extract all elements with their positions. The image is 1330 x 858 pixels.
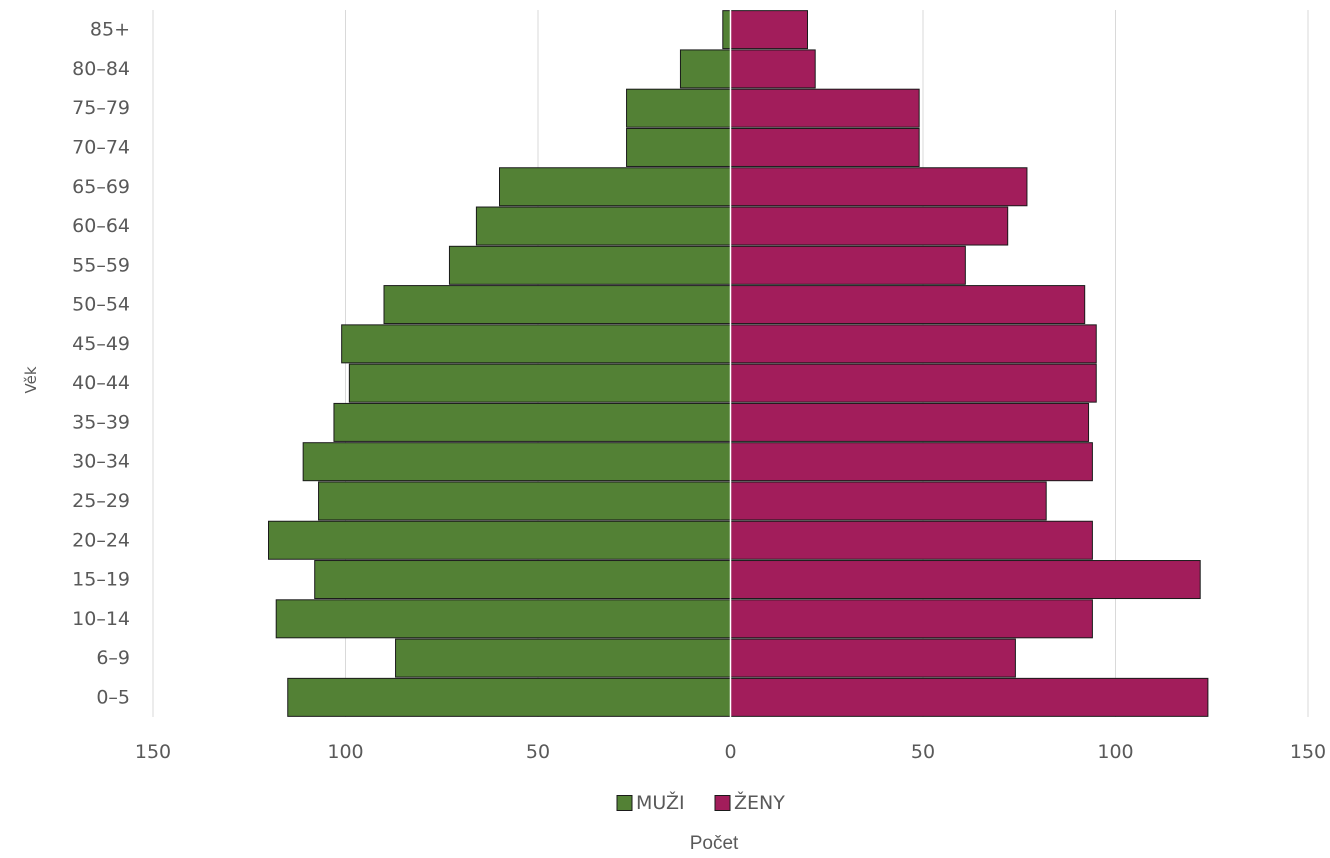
y-tick-label-12: 60–64 [72, 215, 130, 237]
bar-female-3 [730, 560, 1201, 600]
legend-label-female: ŽENY [734, 791, 785, 814]
bar-male-10 [383, 285, 731, 325]
legend-label-male: MUŽI [636, 791, 685, 814]
bar-female-13 [730, 167, 1028, 207]
bar-male-1 [395, 638, 731, 678]
x-tick-label-1: 100 [327, 741, 363, 763]
bar-male-14 [626, 127, 731, 167]
bar-female-14 [730, 127, 920, 167]
y-tick-label-15: 75–79 [72, 97, 130, 119]
x-tick-label-4: 50 [911, 741, 935, 763]
bar-female-1 [730, 638, 1016, 678]
bar-female-6 [730, 442, 1093, 482]
x-tick-label-5: 100 [1097, 741, 1133, 763]
legend-swatch-male [616, 795, 633, 811]
x-tick-label-3: 0 [724, 741, 736, 763]
bar-female-8 [730, 363, 1097, 403]
y-tick-label-11: 55–59 [72, 254, 130, 276]
x-tick-label-2: 50 [526, 741, 550, 763]
bar-female-16 [730, 49, 816, 89]
y-tick-label-8: 40–44 [72, 372, 130, 394]
legend-swatch-female [714, 795, 731, 811]
bar-male-8 [348, 363, 731, 403]
bar-female-5 [730, 481, 1047, 521]
bar-female-2 [730, 599, 1093, 639]
male-bars [268, 10, 732, 717]
y-tick-label-9: 45–49 [72, 333, 130, 355]
y-tick-label-4: 20–24 [72, 529, 130, 551]
bar-male-5 [318, 481, 731, 521]
bar-female-4 [730, 520, 1093, 560]
bar-female-0 [730, 677, 1209, 717]
x-tick-label-0: 150 [135, 741, 171, 763]
female-bars [730, 10, 1209, 717]
y-tick-label-1: 6–9 [96, 647, 130, 669]
bar-male-3 [314, 560, 731, 600]
legend: MUŽI ŽENY [616, 791, 785, 814]
bar-male-2 [275, 599, 731, 639]
bar-male-13 [499, 167, 731, 207]
x-axis-title: Počet [690, 833, 739, 854]
gridlines [152, 10, 1309, 717]
y-tick-label-3: 15–19 [72, 569, 130, 591]
y-tick-label-2: 10–14 [72, 608, 130, 630]
bar-male-6 [302, 442, 731, 482]
bar-male-12 [475, 206, 731, 246]
bar-female-10 [730, 285, 1086, 325]
bar-male-16 [679, 49, 732, 89]
y-axis-title: Věk [22, 366, 40, 393]
y-tick-label-6: 30–34 [72, 451, 130, 473]
bar-female-7 [730, 402, 1090, 442]
x-tick-label-6: 150 [1290, 741, 1326, 763]
bar-male-4 [268, 520, 731, 560]
y-tick-label-13: 65–69 [72, 176, 130, 198]
bar-male-7 [333, 402, 731, 442]
y-tick-label-16: 80–84 [72, 58, 130, 80]
y-tick-label-0: 0–5 [96, 686, 130, 708]
bar-male-15 [626, 88, 731, 128]
bar-female-15 [730, 88, 920, 128]
x-axis-tick-labels: 150 100 50 0 50 100 150 [135, 741, 1326, 763]
bar-male-0 [287, 677, 731, 717]
y-tick-label-17: 85+ [90, 19, 130, 41]
bar-female-9 [730, 324, 1097, 364]
y-tick-label-10: 50–54 [72, 294, 130, 316]
y-tick-label-7: 35–39 [72, 411, 130, 433]
bar-female-11 [730, 245, 966, 285]
bar-male-9 [341, 324, 731, 364]
bar-female-17 [730, 10, 808, 50]
bar-male-17 [722, 10, 731, 50]
bar-male-11 [448, 245, 731, 285]
bar-female-12 [730, 206, 1009, 246]
y-axis-tick-labels: 0–5 6–9 10–14 15–19 20–24 25–29 30–34 35–39 40–4… [72, 19, 130, 709]
y-tick-label-5: 25–29 [72, 490, 130, 512]
y-tick-label-14: 70–74 [72, 136, 130, 158]
